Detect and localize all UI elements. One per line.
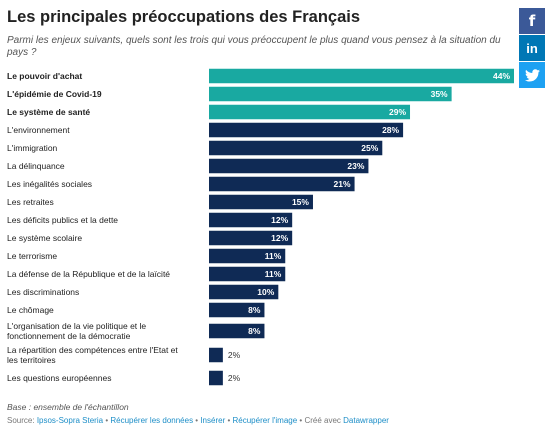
category-label: L'épidémie de Covid-19	[7, 89, 102, 99]
bar	[209, 266, 286, 282]
category-label: La délinquance	[7, 161, 65, 171]
category-label: Les discriminations	[7, 287, 79, 297]
category-label: Les inégalités sociales	[7, 179, 92, 189]
category-label: Le terrorisme	[7, 251, 57, 261]
source-name-link[interactable]: Ipsos-Sopra Steria	[36, 416, 104, 425]
value-label: 44%	[493, 71, 510, 81]
linkedin-share-button[interactable]: in	[519, 35, 545, 61]
separator: •	[299, 416, 305, 425]
bar	[209, 122, 404, 138]
bar	[209, 302, 265, 318]
bar-chart: Le pouvoir d'achat 44% L'épidémie de Covid…	[7, 68, 514, 386]
bar-row: Le terrorisme 11%	[7, 248, 286, 264]
chart-subtitle: Parmi les enjeux suivants, quels sont le…	[7, 35, 501, 58]
value-label: 10%	[257, 287, 274, 297]
bar-row: La délinquance 23%	[7, 158, 369, 174]
category-label: Les questions européennes	[7, 373, 111, 383]
bar	[209, 212, 293, 228]
bar-row: Les questions européennes 2%	[7, 370, 241, 386]
bar	[209, 370, 223, 386]
bar-row: Le système scolaire 12%	[7, 230, 293, 246]
bar-row: Le pouvoir d'achat 44%	[7, 68, 514, 84]
twitter-share-button[interactable]	[519, 62, 545, 88]
get-image-link[interactable]: Récupérer l'image	[232, 416, 298, 425]
bar	[209, 347, 223, 363]
category-label: La défense de la République et de la laï…	[7, 269, 170, 279]
facebook-icon: f	[528, 12, 536, 30]
source-label: Source:	[7, 416, 35, 425]
category-label: Les retraites	[7, 197, 54, 207]
value-label: 29%	[389, 107, 406, 117]
bar-row: L'environnement 28%	[7, 122, 404, 138]
bar	[209, 194, 313, 210]
bar	[209, 176, 355, 192]
bar-row: La défense de la République et de la laï…	[7, 266, 286, 282]
value-label: 21%	[334, 179, 351, 189]
twitter-icon	[524, 68, 540, 81]
value-label: 8%	[248, 326, 261, 336]
separator: •	[195, 416, 201, 425]
bar-row: La répartition des compétences entre l'E…	[7, 345, 241, 365]
bar	[209, 230, 293, 246]
category-label: Le chômage	[7, 305, 54, 315]
category-label: La répartition des compétences entre l'E…	[7, 345, 178, 365]
separator: •	[227, 416, 233, 425]
linkedin-icon: in	[526, 40, 538, 56]
bar-row: Les déficits publics et la dette 12%	[7, 212, 293, 228]
category-label: L'immigration	[7, 143, 58, 153]
value-label: 11%	[265, 251, 282, 261]
chart-notes: Base : ensemble de l'échantillon	[7, 402, 129, 412]
value-label: 2%	[228, 373, 241, 383]
bar	[209, 284, 279, 300]
bar	[209, 86, 452, 102]
bar-row: Les inégalités sociales 21%	[7, 176, 355, 192]
datawrapper-link[interactable]: Datawrapper	[343, 416, 389, 425]
value-label: 25%	[361, 143, 378, 153]
value-label: 35%	[431, 89, 448, 99]
embed-link[interactable]: Insérer	[200, 416, 226, 425]
category-label: Le système scolaire	[7, 233, 82, 243]
category-label: Le pouvoir d'achat	[7, 71, 82, 81]
source-line: Source: Ipsos-Sopra Steria • Récupérer l…	[7, 416, 389, 425]
value-label: 2%	[228, 350, 241, 360]
value-label: 12%	[271, 215, 288, 225]
chart-title: Les principales préoccupations des Franç…	[7, 8, 361, 26]
value-label: 15%	[292, 197, 309, 207]
category-label: Le système de santé	[7, 107, 90, 117]
category-label: L'environnement	[7, 125, 70, 135]
value-label: 12%	[271, 233, 288, 243]
bar-row: L'immigration 25%	[7, 140, 383, 156]
bar-row: Le système de santé 29%	[7, 104, 411, 120]
bar-row: Les retraites 15%	[7, 194, 313, 210]
bar-row: L'organisation de la vie politique et le…	[7, 321, 265, 341]
value-label: 23%	[347, 161, 364, 171]
bar	[209, 68, 514, 84]
bar-row: Le chômage 8%	[7, 302, 265, 318]
bar	[209, 140, 383, 156]
get-data-link[interactable]: Récupérer les données	[110, 416, 194, 425]
value-label: 11%	[265, 269, 282, 279]
value-label: 28%	[382, 125, 399, 135]
bar-row: Les discriminations 10%	[7, 284, 279, 300]
bar	[209, 104, 411, 120]
bar	[209, 248, 286, 264]
value-label: 8%	[248, 305, 261, 315]
bar-row: L'épidémie de Covid-19 35%	[7, 86, 452, 102]
bar	[209, 323, 265, 339]
category-label: Les déficits publics et la dette	[7, 215, 118, 225]
category-label: L'organisation de la vie politique et le…	[7, 321, 146, 341]
separator: •	[105, 416, 111, 425]
bar	[209, 158, 369, 174]
created-with-label: Créé avec	[304, 416, 341, 425]
facebook-share-button[interactable]: f	[519, 8, 545, 34]
